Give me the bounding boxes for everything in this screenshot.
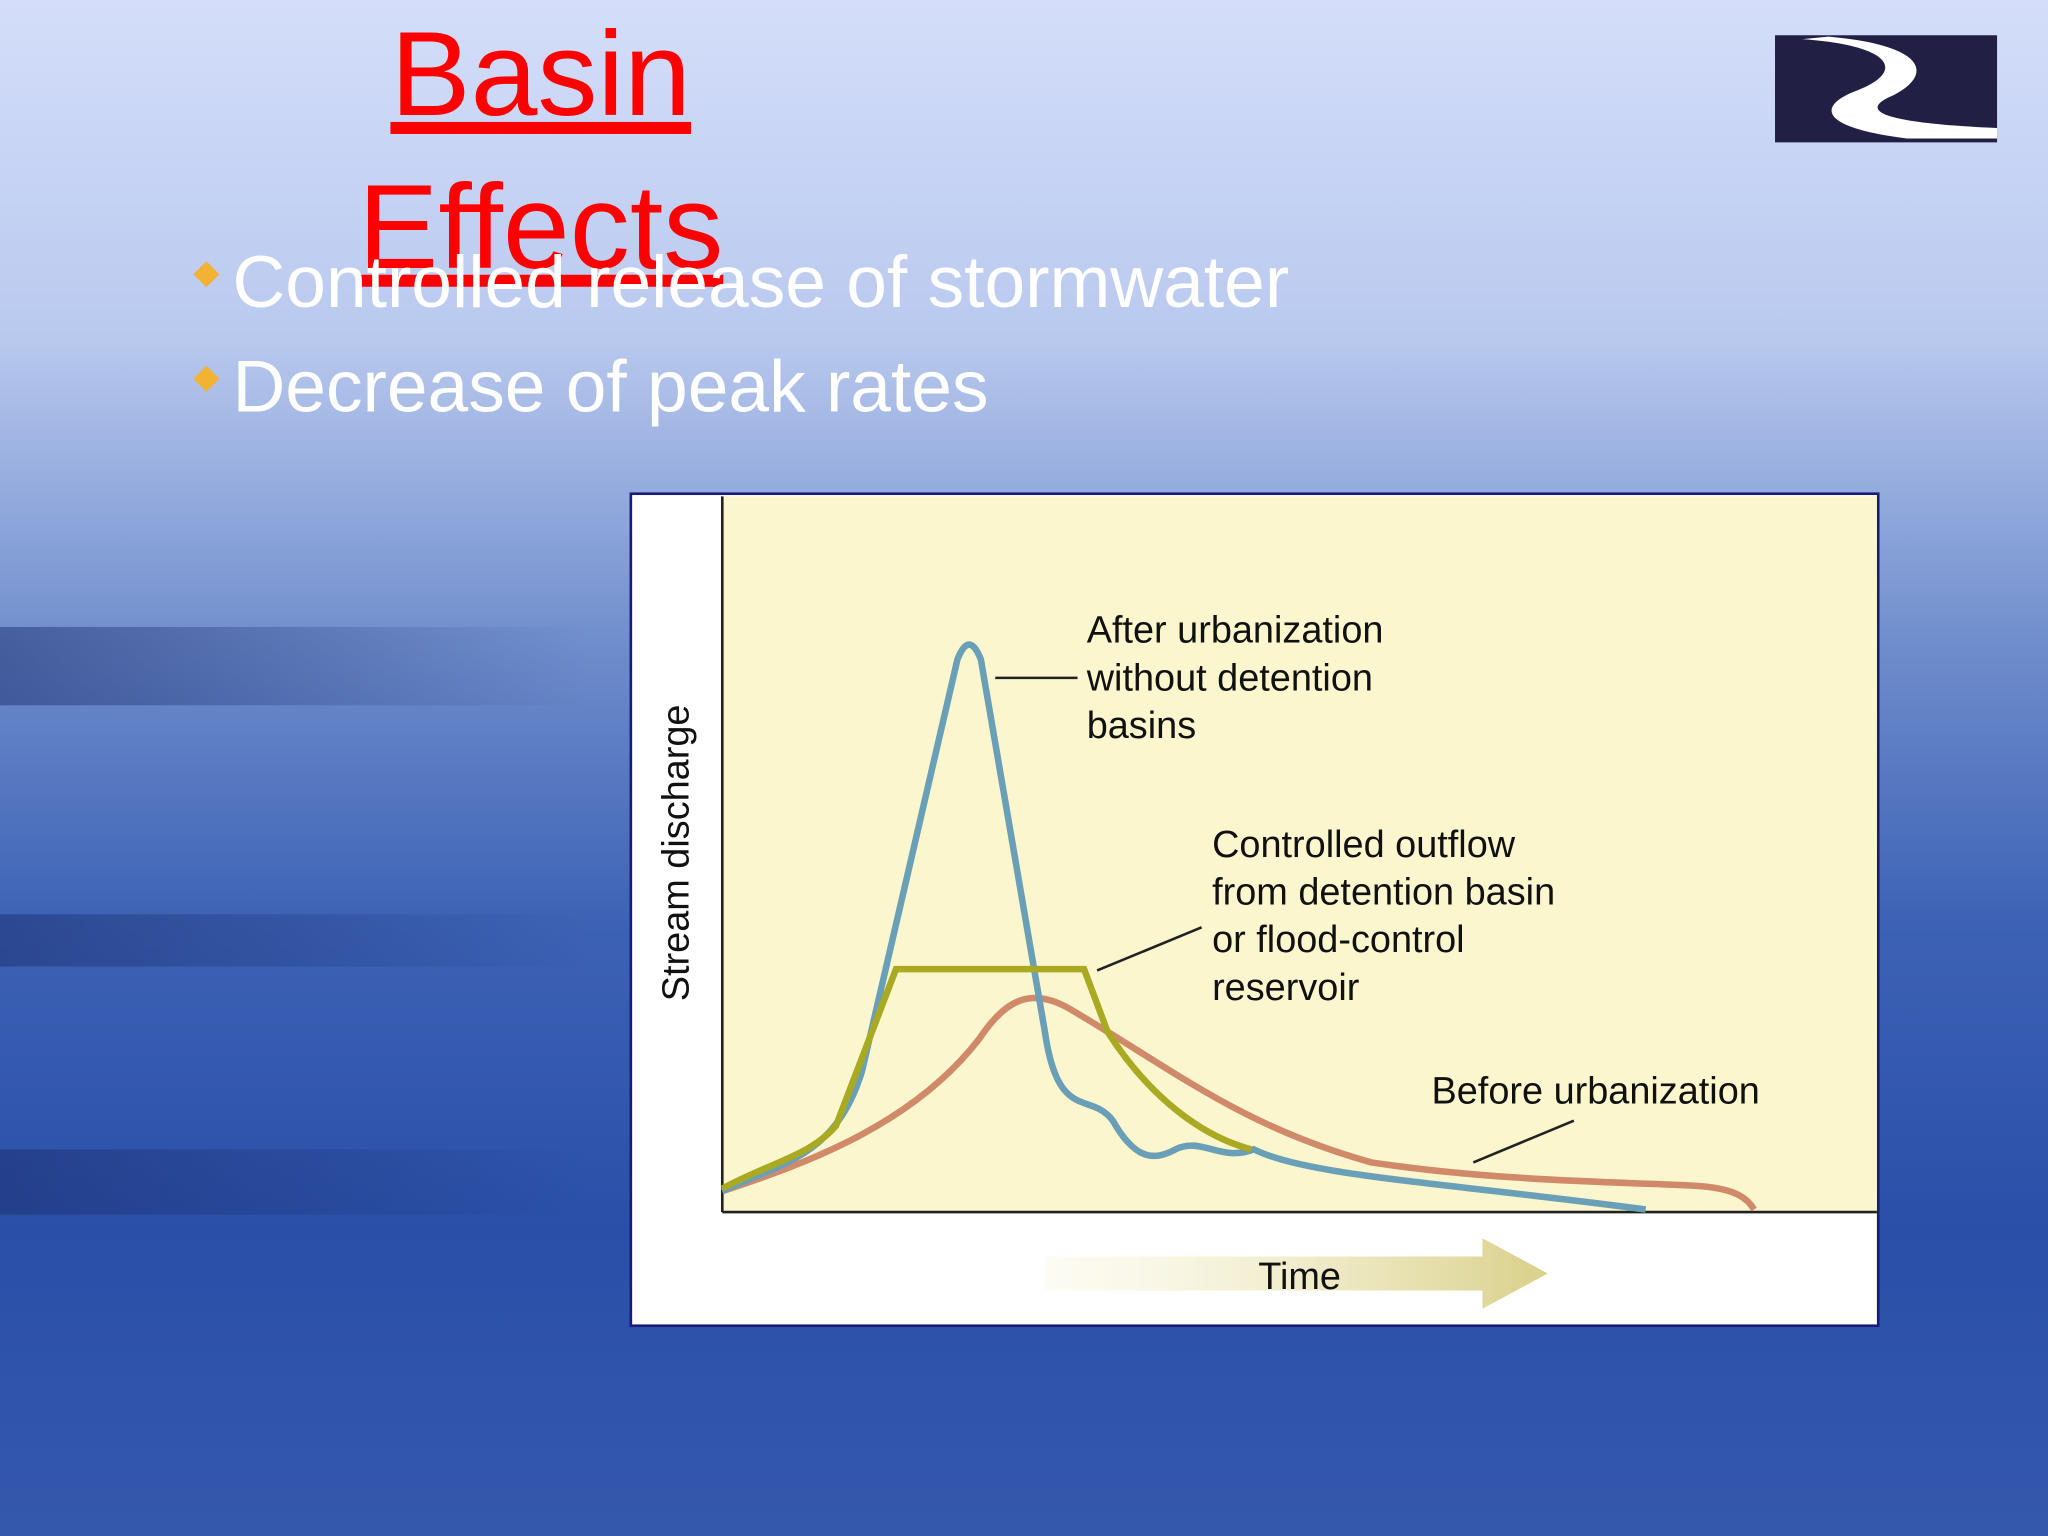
logo bbox=[1775, 35, 1998, 143]
bullet: Controlled release of stormwater bbox=[232, 242, 1289, 323]
annotation-line: basins bbox=[1087, 705, 1196, 747]
curve-controlled bbox=[720, 965, 1253, 1192]
title-line: Effects bbox=[358, 160, 723, 294]
bullet: Decrease of peak rates bbox=[232, 346, 988, 427]
leader-line bbox=[1096, 926, 1203, 972]
curve-after bbox=[720, 641, 1647, 1213]
annotation-line: Before urbanization bbox=[1432, 1071, 1760, 1113]
leader-line bbox=[1472, 1119, 1575, 1164]
x-axis-label: Time bbox=[1258, 1256, 1341, 1298]
time-arrow bbox=[1044, 1238, 1548, 1309]
y-axis-label: Stream discharge bbox=[655, 705, 697, 1002]
bullet-marker bbox=[193, 261, 220, 288]
curve-before bbox=[721, 994, 1757, 1212]
figure: Time Stream discharge bbox=[629, 492, 1880, 1328]
annotation-line: Controlled outflow bbox=[1212, 824, 1516, 866]
annotation-line: from detention basin bbox=[1212, 871, 1555, 913]
bullet-marker bbox=[193, 365, 220, 392]
annotation-line: reservoir bbox=[1212, 967, 1359, 1009]
title-line: Basin bbox=[390, 7, 691, 141]
annotation-line: or flood-control bbox=[1212, 919, 1465, 961]
annotations: After urbanization without detention basin… bbox=[1086, 610, 1760, 1113]
annotation-line: without detention bbox=[1086, 657, 1373, 699]
annotation-line: After urbanization bbox=[1087, 610, 1384, 652]
